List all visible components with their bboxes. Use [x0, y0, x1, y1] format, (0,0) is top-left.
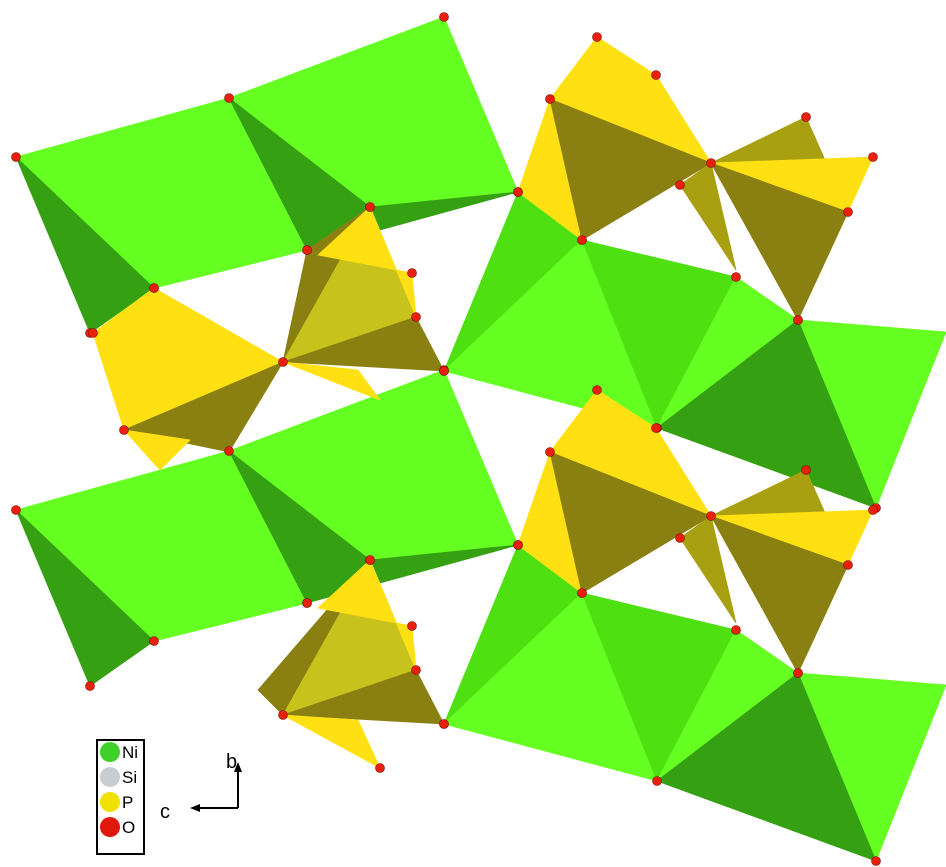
- octahedron-face: [15, 156, 155, 334]
- ni-swatch-icon: [100, 742, 120, 762]
- oxygen-atom: [545, 94, 555, 104]
- oxygen-atom: [407, 621, 417, 631]
- oxygen-atom: [577, 588, 587, 598]
- oxygen-atom: [675, 533, 685, 543]
- oxygen-atom: [365, 202, 375, 212]
- b-axis-arrowhead-icon: [234, 762, 242, 772]
- legend-item-o: O: [100, 817, 135, 837]
- oxygen-atoms-layer: [11, 12, 881, 866]
- oxygen-atom: [871, 856, 881, 866]
- oxygen-atom: [843, 207, 853, 217]
- b-axis-label: b: [226, 751, 237, 773]
- phosphate-tetrahedron-face: [123, 429, 191, 471]
- phosphate-tetrahedron-face: [282, 361, 381, 401]
- oxygen-atom: [577, 235, 587, 245]
- axis-indicator: b c: [160, 751, 242, 823]
- octahedron-face: [656, 319, 877, 509]
- oxygen-atom: [224, 93, 234, 103]
- legend: Ni Si P O: [96, 739, 145, 855]
- oxygen-atom: [651, 423, 661, 433]
- oxygen-atom: [11, 505, 21, 515]
- oxygen-atom: [793, 668, 803, 678]
- oxygen-atom: [868, 152, 878, 162]
- polyhedra-layer: [15, 16, 946, 862]
- phosphate-tetrahedron-face: [282, 669, 445, 725]
- oxygen-atom: [706, 511, 716, 521]
- oxygen-atom: [592, 32, 602, 42]
- oxygen-atom: [513, 187, 523, 197]
- oxygen-atom: [801, 465, 811, 475]
- si-swatch-icon: [100, 767, 120, 787]
- p-swatch-icon: [100, 792, 120, 812]
- legend-label-p: P: [122, 793, 133, 812]
- oxygen-atom: [302, 245, 312, 255]
- octahedron-face: [15, 509, 155, 687]
- phosphate-tetrahedron-face: [282, 714, 381, 769]
- oxygen-atom: [375, 763, 385, 773]
- oxygen-atom: [843, 560, 853, 570]
- oxygen-atom: [731, 625, 741, 635]
- oxygen-atom: [675, 180, 685, 190]
- legend-item-p: P: [100, 792, 133, 812]
- phosphate-tetrahedron-face: [549, 98, 712, 241]
- octahedron-face: [656, 672, 877, 862]
- oxygen-atom: [731, 272, 741, 282]
- oxygen-atom: [88, 328, 98, 338]
- oxygen-atom: [513, 540, 523, 550]
- oxygen-atom: [801, 112, 811, 122]
- oxygen-atom: [119, 425, 129, 435]
- oxygen-atom: [439, 12, 449, 22]
- oxygen-atom: [224, 446, 234, 456]
- oxygen-atom: [592, 385, 602, 395]
- legend-item-si: Si: [100, 767, 137, 787]
- oxygen-atom: [407, 268, 417, 278]
- c-axis-arrowhead-icon: [190, 804, 200, 812]
- legend-item-ni: Ni: [100, 742, 138, 762]
- phosphate-tetrahedron-face: [710, 162, 849, 321]
- legend-label-ni: Ni: [122, 743, 138, 762]
- legend-label-si: Si: [122, 768, 137, 787]
- phosphate-tetrahedron-face: [282, 316, 445, 372]
- phosphate-tetrahedron-face: [679, 515, 737, 624]
- oxygen-atom: [793, 315, 803, 325]
- oxygen-atom: [651, 70, 661, 80]
- legend-label-o: O: [122, 818, 135, 837]
- oxygen-atom: [11, 152, 21, 162]
- oxygen-atom: [278, 710, 288, 720]
- oxygen-atom: [411, 312, 421, 322]
- phosphate-tetrahedron-face: [549, 451, 712, 594]
- oxygen-atom: [302, 598, 312, 608]
- o-swatch-icon: [100, 817, 120, 837]
- oxygen-atom: [439, 366, 449, 376]
- oxygen-atom: [706, 158, 716, 168]
- oxygen-atom: [411, 665, 421, 675]
- phosphate-tetrahedron-face: [679, 162, 737, 271]
- oxygen-atom: [149, 283, 159, 293]
- oxygen-atom: [439, 719, 449, 729]
- c-axis-label: c: [160, 801, 170, 823]
- oxygen-atom: [868, 505, 878, 515]
- oxygen-atom: [652, 776, 662, 786]
- oxygen-atom: [545, 447, 555, 457]
- oxygen-atom: [278, 357, 288, 367]
- oxygen-atom: [85, 681, 95, 691]
- phosphate-tetrahedron-face: [710, 515, 849, 674]
- oxygen-atom: [149, 636, 159, 646]
- oxygen-atom: [365, 555, 375, 565]
